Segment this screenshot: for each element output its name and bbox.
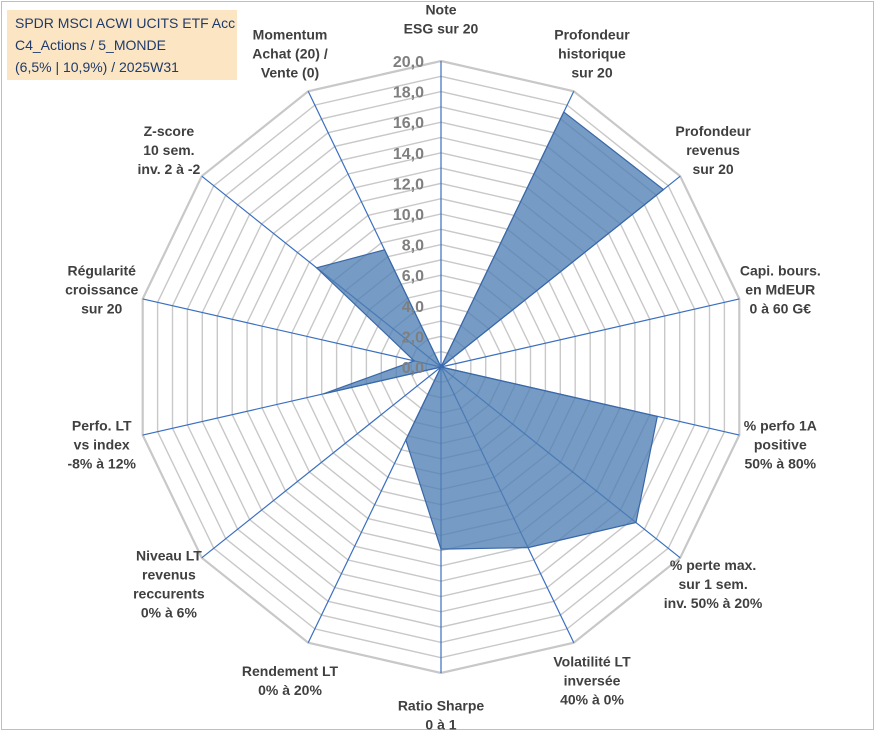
axis-label: Profondeur (675, 123, 751, 139)
title-line-period: (6,5% | 10,9%) / 2025W31 (15, 59, 179, 75)
axis-label: Achat (20) / (252, 46, 328, 62)
axis-label: Z-score (144, 123, 195, 139)
axis-label: Profondeur (554, 27, 630, 43)
axis-label: Capi. bours. (740, 263, 821, 279)
axis-label: Momentum (253, 27, 328, 43)
axis-label: Rendement LT (242, 663, 339, 679)
axis-label: croissance (65, 282, 138, 298)
axis-label: -8% à 12% (67, 455, 136, 471)
axis-label: Note (425, 2, 456, 18)
axis-label: sur 20 (571, 65, 612, 81)
axis-label: 0% à 6% (141, 605, 198, 621)
axis-label: % perte max. (670, 557, 756, 573)
axis-label: vs index (74, 436, 130, 452)
tick-label: 16,0 (393, 115, 424, 132)
axis-label: reccurents (133, 586, 205, 602)
axis-label: 0% à 20% (258, 682, 322, 698)
tick-label: 10,0 (393, 207, 424, 224)
chart-title-box: SPDR MSCI ACWI UCITS ETF Acc C4_Actions … (7, 10, 237, 80)
tick-label: 4,0 (402, 299, 424, 316)
axis-label: Régularité (67, 263, 136, 279)
axis-label: sur 20 (81, 301, 122, 317)
title-line-category: C4_Actions / 5_MONDE (15, 37, 166, 53)
axis-label: inv. 2 à -2 (138, 161, 201, 177)
axis-label: Volatilité LT (553, 654, 631, 670)
axis-label: inversée (564, 673, 621, 689)
title-line-fund: SPDR MSCI ACWI UCITS ETF Acc (15, 15, 236, 31)
tick-label: 20,0 (393, 54, 424, 71)
axis-label: sur 20 (692, 161, 733, 177)
axis-label: Niveau LT (136, 548, 202, 564)
data-series-area (315, 111, 665, 550)
axis-label: 50% à 80% (744, 455, 816, 471)
axis-label: % perfo 1A (744, 417, 817, 433)
tick-label: 6,0 (402, 268, 424, 285)
axis-spoke (440, 298, 740, 368)
axis-label: Vente (0) (261, 65, 319, 81)
axis-label: 0 à 60 G€ (750, 301, 812, 317)
tick-label: 14,0 (393, 146, 424, 163)
axis-label: positive (754, 436, 807, 452)
tick-label: 2,0 (402, 329, 424, 346)
axis-label: Perfo. LT (72, 417, 132, 433)
axis-label: inv. 50% à 20% (664, 595, 763, 611)
axis-label: 40% à 0% (560, 692, 624, 708)
axis-label: Ratio Sharpe (398, 698, 485, 714)
tick-label: 8,0 (402, 238, 424, 255)
axis-label: 10 sem. (143, 142, 194, 158)
axis-spoke (142, 298, 442, 368)
axis-label: historique (558, 46, 626, 62)
axis-label: sur 1 sem. (678, 576, 747, 592)
axis-spoke (201, 366, 442, 559)
axis-label: revenus (686, 142, 740, 158)
axis-label: en MdEUR (745, 282, 815, 298)
axis-label: 0 à 1 (425, 717, 456, 731)
axis-label: revenus (142, 567, 196, 583)
tick-label: 0,0 (402, 360, 424, 377)
axis-label: ESG sur 20 (404, 21, 479, 37)
tick-label: 18,0 (393, 85, 424, 102)
tick-label: 12,0 (393, 176, 424, 193)
